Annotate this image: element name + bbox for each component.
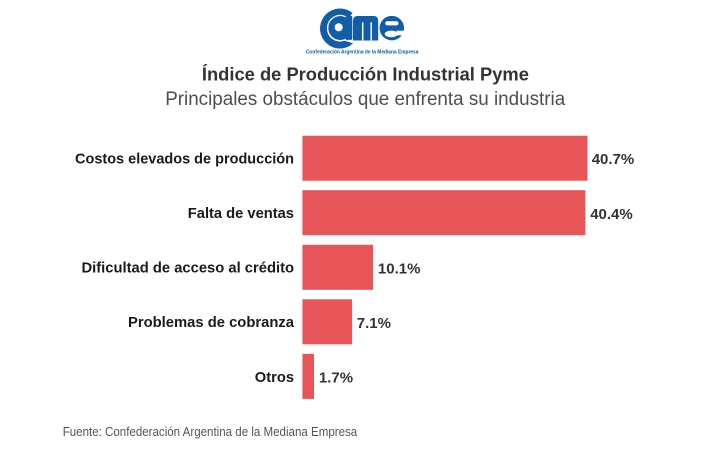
svg-text:Falta de ventas: Falta de ventas <box>188 205 294 222</box>
svg-text:40.7%: 40.7% <box>592 151 635 168</box>
svg-text:Problemas de cobranza: Problemas de cobranza <box>128 314 295 331</box>
svg-text:Costos elevados de producción: Costos elevados de producción <box>75 150 294 167</box>
svg-text:Otros: Otros <box>255 369 294 386</box>
svg-text:40.4%: 40.4% <box>590 206 633 223</box>
svg-text:Fuente: Confederación Argentin: Fuente: Confederación Argentina de la Me… <box>63 425 358 439</box>
svg-text:Principales obstáculos que enf: Principales obstáculos que enfrenta su i… <box>165 89 565 110</box>
svg-text:7.1%: 7.1% <box>357 315 391 332</box>
svg-text:10.1%: 10.1% <box>378 260 421 277</box>
svg-text:1.7%: 1.7% <box>319 370 353 387</box>
svg-text:Dificultad de acceso al crédit: Dificultad de acceso al crédito <box>82 260 295 277</box>
svg-text:Confederación Argentina de la: Confederación Argentina de la Mediana Em… <box>306 50 419 56</box>
svg-text:Índice de Producción Industria: Índice de Producción Industrial Pyme <box>202 63 529 84</box>
